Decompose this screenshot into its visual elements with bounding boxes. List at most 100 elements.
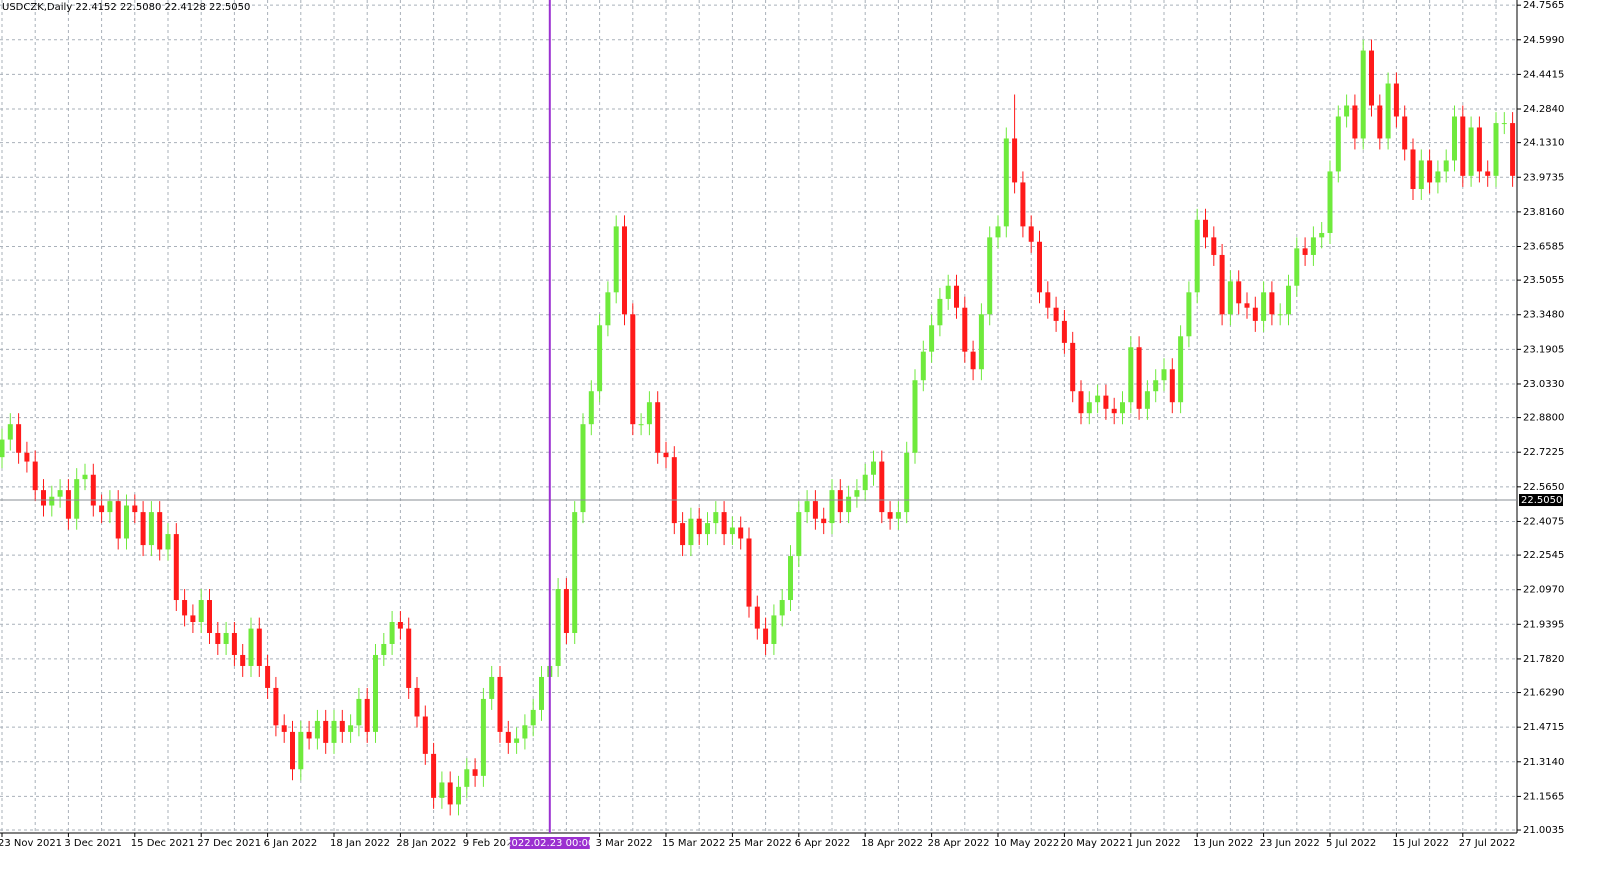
candle-body [954,285,959,308]
candle-body [1003,138,1009,227]
x-tick-label: 15 Jul 2022 [1392,838,1449,849]
y-tick-label: 22.5650 [1523,482,1564,493]
candle-body [447,782,453,805]
candle-body [1086,402,1092,414]
x-tick-label: 3 Dec 2021 [64,838,122,849]
candle-body [729,527,735,535]
y-tick-label: 24.1310 [1523,138,1564,149]
candle-body [140,512,146,546]
candle-body [522,725,528,739]
candle-body [124,505,129,539]
candle-body [788,556,793,601]
candle-body [945,285,951,299]
y-tick-label: 21.9395 [1523,619,1564,630]
candle-body [148,512,154,546]
candle-body [605,292,611,326]
candle-body [1402,116,1408,150]
candle-body [1261,292,1267,321]
candle-body [1286,285,1291,315]
candle-body [406,628,412,688]
candle-body [1252,307,1258,321]
candle-body [680,523,686,546]
y-tick-label: 24.5990 [1523,35,1564,46]
candle-body [248,628,254,666]
x-tick-label: 27 Dec 2021 [197,838,261,849]
candle-body [837,490,843,513]
x-tick-label: 1 Jun 2022 [1127,838,1181,849]
candle-body [1136,347,1142,409]
candle-body [572,512,578,633]
candle-body [1095,395,1101,403]
candle-body [1427,160,1433,183]
candle-body [165,534,171,550]
candle-body [464,769,470,787]
candle-body [1460,116,1466,176]
candle-body [1153,380,1159,392]
candle-body [132,505,138,513]
candle-body [215,632,221,644]
candle-body [397,622,403,629]
candle-body [298,731,304,770]
candle-body [0,439,5,458]
candle-body [655,402,661,453]
candle-body [1319,232,1325,238]
y-tick-label: 21.4715 [1523,722,1564,733]
candle-body [381,643,387,655]
candle-body [854,490,860,497]
candle-body [539,676,544,710]
candle-body [563,589,569,633]
x-tick-label: 15 Dec 2021 [131,838,195,849]
candle-body [829,490,835,524]
candle-body [1144,391,1150,409]
candle-body [696,518,702,535]
candle-body [41,490,46,506]
crosshair-price-box [1519,494,1563,507]
candle-body [1476,127,1482,172]
candle-body [1369,50,1374,106]
candle-body [862,474,868,491]
candle-body [107,501,113,513]
candle-body [1510,123,1516,176]
candle-body [90,474,96,506]
candle-body [754,606,760,629]
candle-body [1501,123,1507,125]
candle-body [1161,369,1167,381]
candle-body [879,461,885,513]
candle-body [1203,219,1208,238]
candle-body [1045,292,1051,308]
candle-body [555,589,561,666]
candle-body [630,314,636,425]
candle-body [1294,248,1300,286]
x-tick-label: 25 Mar 2022 [728,838,791,849]
candle-body [290,731,295,770]
candle-body [306,731,312,739]
candle-body [65,490,71,519]
candle-body [1070,342,1076,392]
y-tick-label: 23.5055 [1523,275,1564,286]
y-tick-label: 24.4415 [1523,69,1564,80]
candle-body [1435,171,1441,183]
candle-body [1302,248,1308,255]
candle-body [763,628,769,644]
y-tick-label: 21.1565 [1523,791,1564,802]
candle-body [1410,149,1416,190]
candle-body [1037,241,1042,293]
candle-body [995,226,1001,238]
candle-body [173,534,179,601]
x-tick-label: 15 Mar 2022 [662,838,725,849]
y-tick-label: 23.8160 [1523,207,1564,218]
candle-body [904,452,910,513]
candle-body [746,538,752,607]
candle-body [1012,138,1018,183]
y-tick-label: 22.8800 [1523,413,1564,424]
crosshair-time-label: 2022.02.23 00:00 [505,838,594,849]
candle-body [530,709,536,726]
candle-body [771,615,777,644]
y-tick-label: 22.4075 [1523,516,1564,527]
candle-body [1385,83,1391,139]
candle-body [265,665,271,688]
crosshair-time-box [509,837,590,849]
y-tick-label: 21.6290 [1523,688,1564,699]
candle-body [962,307,968,352]
candle-body [115,501,121,539]
